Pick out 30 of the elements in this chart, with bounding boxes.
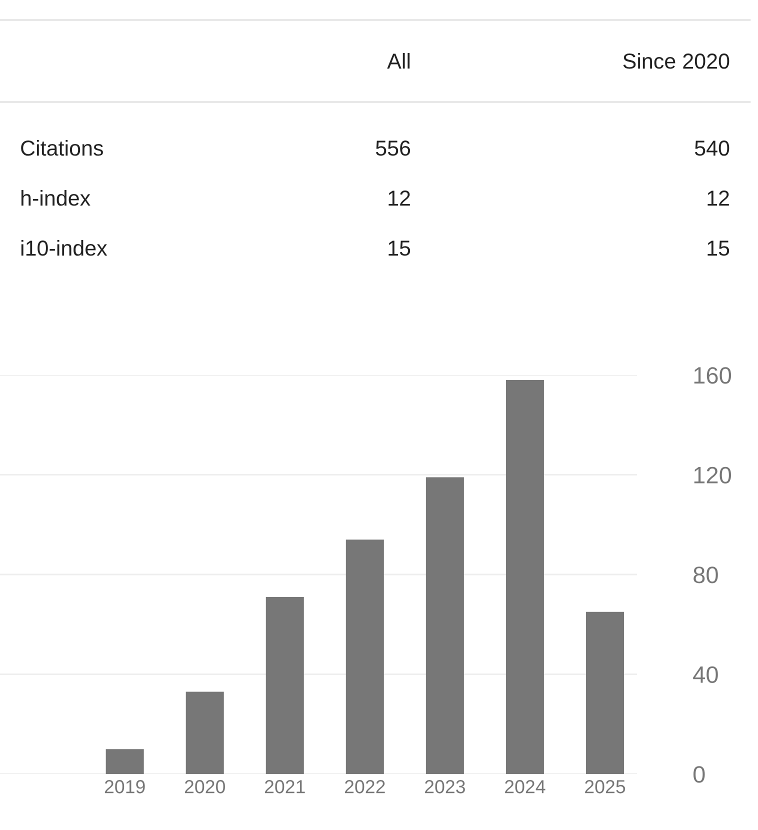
y-tick-label: 40 (693, 666, 718, 684)
bar (506, 380, 544, 774)
bar (186, 692, 224, 774)
y-tick-label: 0 (693, 766, 705, 783)
y-tick-label: 80 (694, 566, 718, 584)
x-tick-label: 2025 (585, 780, 626, 794)
text: All (387, 52, 410, 69)
x-tick-label: 2019 (104, 780, 145, 794)
bar (346, 540, 384, 774)
data-label: 12 (388, 190, 410, 206)
x-tick-label: 2020 (184, 780, 225, 794)
x-tick-label: 2022 (345, 780, 385, 794)
category-label: Citations (21, 140, 103, 156)
x-tick-label: 2024 (505, 780, 546, 794)
y-tick-label: 120 (694, 466, 732, 484)
category-label: h-index (21, 190, 90, 206)
data-label: 12 (708, 190, 729, 206)
data-label: 540 (694, 140, 730, 156)
bar (426, 477, 464, 774)
category-label: i10-index (21, 240, 108, 256)
data-label: 15 (388, 240, 410, 256)
x-tick-label: 2023 (425, 780, 465, 794)
x-tick-label: 2021 (264, 780, 305, 794)
bar (106, 749, 144, 774)
data-label: 15 (708, 240, 730, 256)
y-tick-label: 160 (694, 367, 732, 384)
bar (266, 596, 304, 774)
text: Since 2020 (623, 52, 730, 69)
bar (586, 612, 624, 774)
data-label: 556 (376, 140, 410, 156)
